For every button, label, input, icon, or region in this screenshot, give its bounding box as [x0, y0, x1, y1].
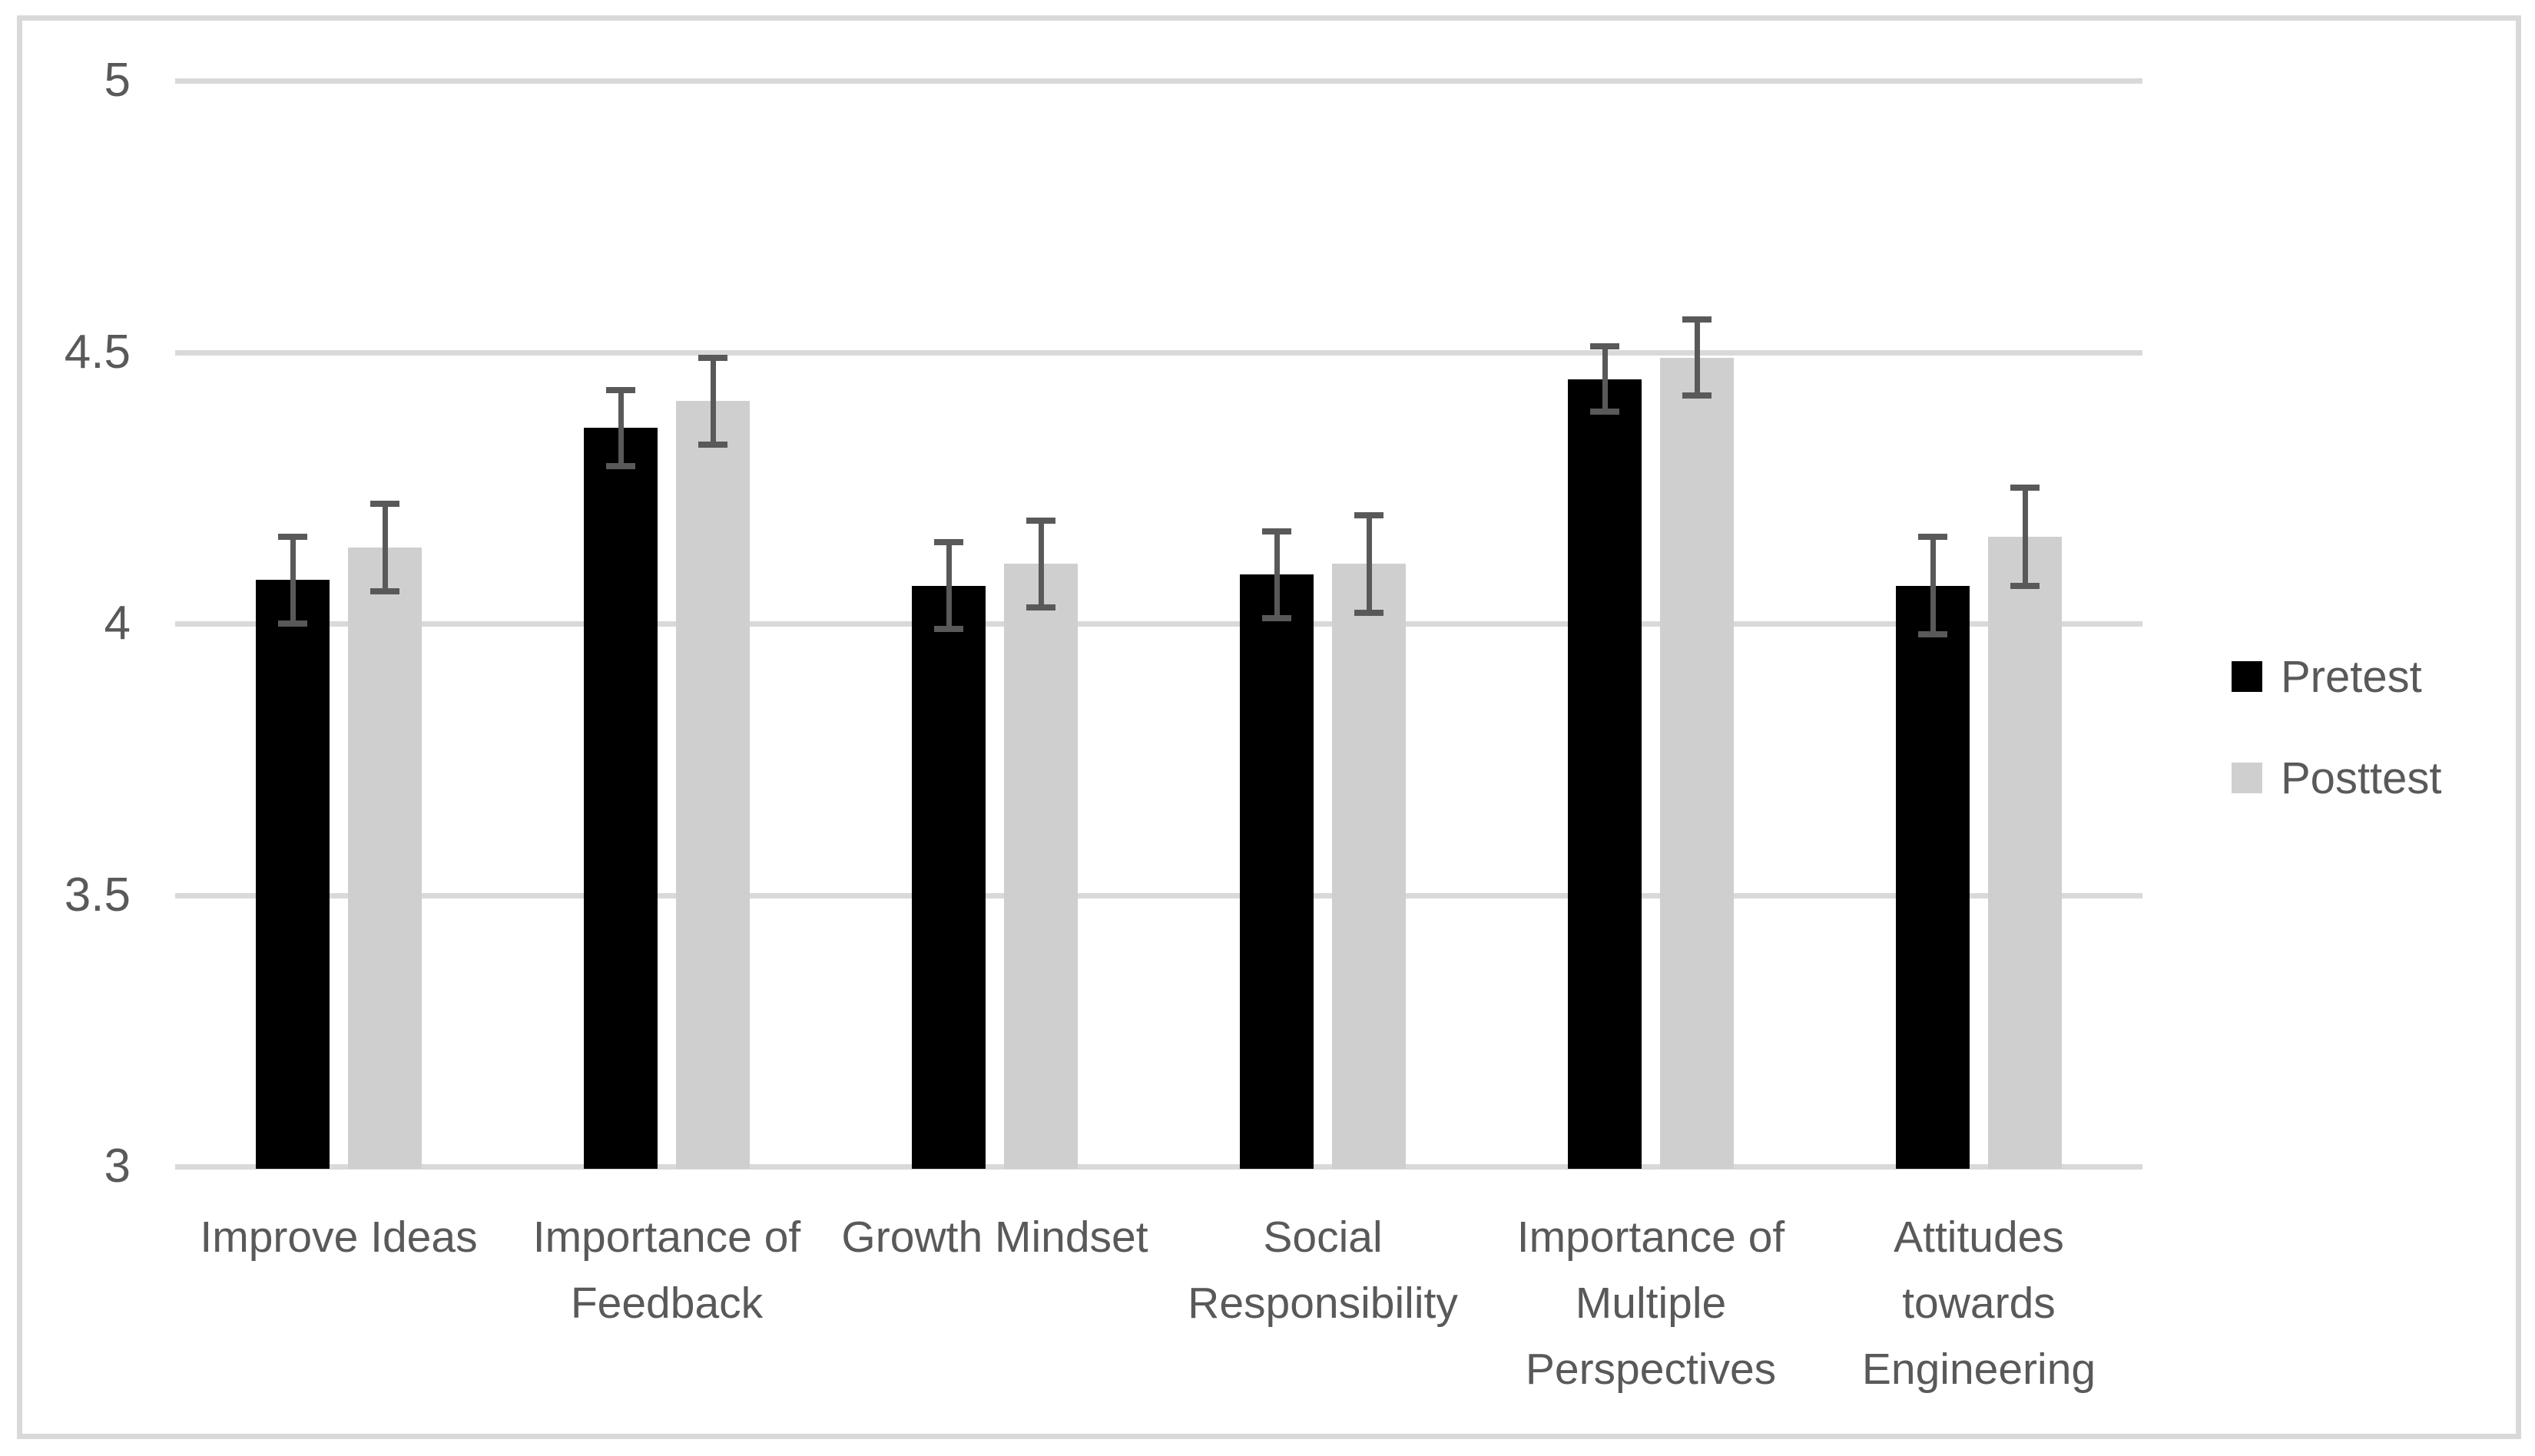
error-bar-cap [370, 587, 399, 594]
error-bar-cap [278, 533, 307, 540]
error-bar-cap [1026, 604, 1055, 611]
bar-posttest [1660, 357, 1734, 1169]
x-axis-label: Improve Ideas [200, 1213, 478, 1262]
bar-pretest [584, 428, 658, 1169]
y-axis-tick-label: 5 [104, 54, 131, 107]
y-axis-tick-label: 4.5 [64, 325, 131, 379]
bar-posttest [676, 401, 750, 1169]
error-bar-cap [1354, 609, 1383, 616]
error-bar-line [290, 536, 296, 624]
error-bar-cap [1590, 409, 1619, 415]
x-axis-label: Growth Mindset [841, 1213, 1148, 1262]
error-bar-cap [934, 626, 963, 633]
gridline [175, 78, 2142, 84]
y-axis-tick-label: 4 [104, 597, 131, 650]
error-bar-cap [698, 441, 727, 448]
bar-posttest [348, 548, 422, 1169]
error-bar-cap [934, 538, 963, 545]
error-bar-cap [2010, 485, 2040, 491]
gridline [175, 349, 2142, 356]
error-bar-line [1038, 520, 1044, 607]
legend: Pretest Posttest [2232, 649, 2442, 806]
error-bar-cap [1262, 614, 1291, 621]
error-bar-cap [370, 501, 399, 508]
bar-posttest [1004, 564, 1078, 1169]
bar-pretest [1896, 585, 1970, 1169]
x-axis-label: Social Responsibility [1188, 1213, 1458, 1328]
y-axis-tick-label: 3.5 [64, 868, 131, 922]
y-axis-tick-label: 3 [104, 1140, 131, 1193]
legend-item-posttest: Posttest [2232, 750, 2442, 806]
error-bar-cap [1918, 631, 1947, 638]
bar-pretest [1240, 574, 1314, 1169]
error-bar-line [1274, 531, 1280, 618]
error-bar-cap [1682, 316, 1712, 323]
error-bar-cap [698, 354, 727, 361]
error-bar-line [1930, 536, 1936, 635]
error-bar-cap [1026, 517, 1055, 524]
bar-posttest [1332, 564, 1406, 1169]
bar-pretest [256, 580, 330, 1169]
error-bar-line [2022, 488, 2028, 586]
error-bar-cap [606, 386, 635, 393]
x-axis-label: Importance of Multiple Perspectives [1516, 1213, 1785, 1394]
error-bar-cap [1590, 343, 1619, 350]
error-bar-line [618, 389, 624, 466]
error-bar-cap [278, 620, 307, 627]
x-axis-label: Attitudes towards Engineering [1861, 1213, 2096, 1394]
error-bar-cap [1682, 392, 1712, 399]
bar-posttest [1988, 536, 2062, 1169]
chart-frame [17, 15, 2521, 1439]
legend-swatch-pretest [2232, 661, 2262, 692]
error-bar-cap [2010, 582, 2040, 589]
bar-pretest [912, 585, 986, 1169]
legend-item-pretest: Pretest [2232, 649, 2442, 704]
gridline [175, 892, 2142, 898]
legend-swatch-posttest [2232, 763, 2262, 793]
x-axis-label: Importance of Feedback [532, 1213, 801, 1328]
gridline [175, 1164, 2142, 1170]
error-bar-line [382, 504, 388, 591]
error-bar-line [946, 541, 952, 630]
error-bar-line [1366, 515, 1372, 613]
legend-label-posttest: Posttest [2281, 753, 2442, 803]
error-bar-line [710, 357, 716, 445]
error-bar-line [1602, 346, 1608, 412]
bar-pretest [1568, 379, 1642, 1169]
error-bar-line [1694, 319, 1700, 396]
error-bar-cap [606, 462, 635, 469]
legend-label-pretest: Pretest [2281, 651, 2422, 702]
gridline [175, 621, 2142, 627]
error-bar-cap [1262, 528, 1291, 534]
error-bar-cap [1354, 511, 1383, 518]
error-bar-cap [1918, 533, 1947, 540]
